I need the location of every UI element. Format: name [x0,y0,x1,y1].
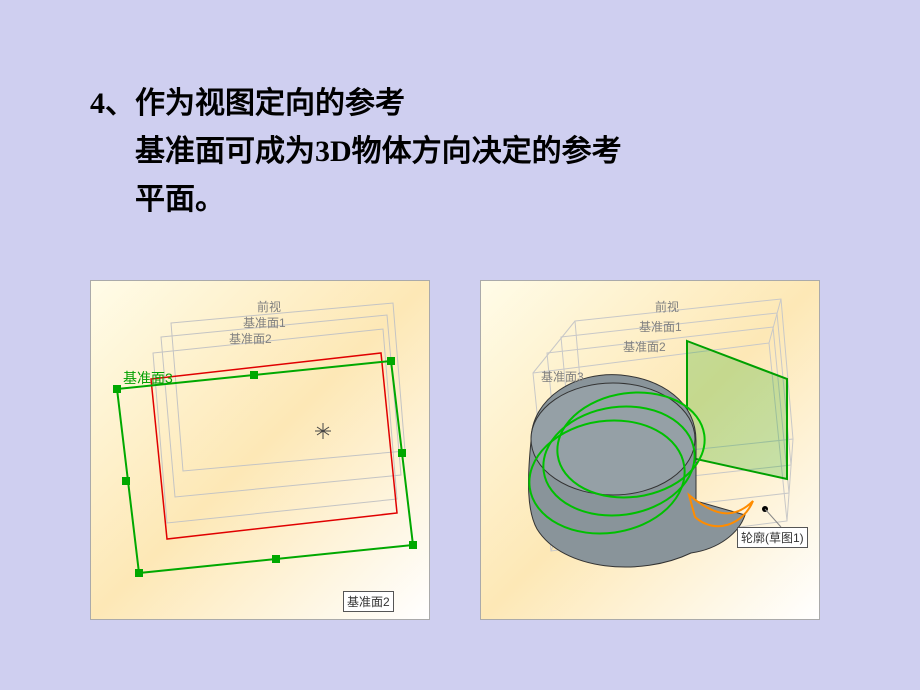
heading-line-2: 基准面可成为3D物体方向决定的参考 [90,135,622,168]
back-gray-planes [153,303,405,523]
label-ref2: 基准面2 [229,332,272,346]
label-ref3-selected: 基准面3 [123,370,173,386]
r-label-ref3: 基准面3 [541,370,584,384]
left-figure: 前视 基准面1 基准面2 基准面3 基准面2 [90,280,430,620]
r-label-ref2: 基准面2 [623,340,666,354]
r-label-ref1: 基准面1 [639,320,682,334]
green-plane-handles [113,357,417,577]
heading-line-1: 4、作为视图定向的参考 [90,87,405,120]
back-plate [687,341,787,479]
sketch-label: 轮廓(草图1) [741,531,804,545]
left-figure-svg: 前视 基准面1 基准面2 基准面3 [91,281,431,621]
label-front-view: 前视 [257,299,281,314]
origin-mark [315,423,331,439]
heading-line-3: 平面。 [90,183,225,216]
label-ref1: 基准面1 [243,316,286,330]
sketch-leader [765,509,781,527]
bottom-plane-label-box: 基准面2 [343,591,394,612]
green-plane-selected [117,361,413,573]
sketch-label-box: 轮廓(草图1) [737,527,808,548]
slide-heading: 4、作为视图定向的参考 基准面可成为3D物体方向决定的参考 平面。 [90,80,622,224]
bottom-plane-label: 基准面2 [347,595,390,609]
right-figure: 前视 基准面1 基准面2 基准面3 轮廓(草图1) [480,280,820,620]
r-label-front: 前视 [655,299,679,314]
right-figure-svg: 前视 基准面1 基准面2 基准面3 [481,281,821,621]
